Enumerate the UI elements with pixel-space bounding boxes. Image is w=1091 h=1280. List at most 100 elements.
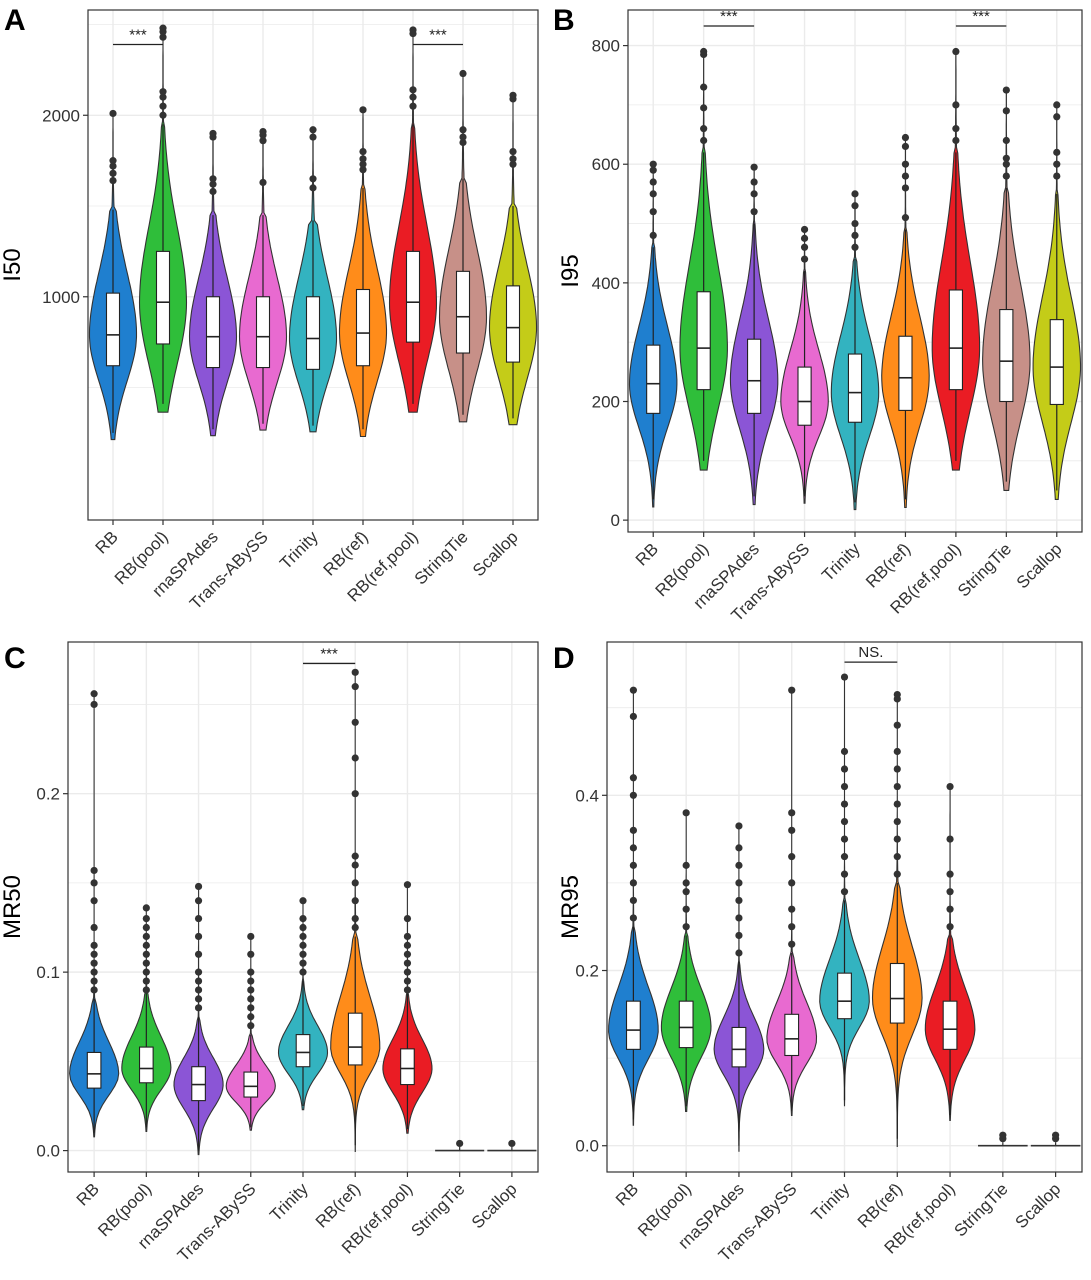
outlier-point [840,673,849,681]
outlier-point [682,905,690,913]
box-rb-ref [889,962,905,1024]
outlier-point [509,147,517,156]
x-tick-label-trinity: Trinity [276,527,322,573]
outlier-point [209,180,217,188]
outlier-point [1002,86,1010,94]
outlier-point [209,129,217,138]
significance-label: *** [320,645,338,662]
outlier-point [351,879,359,887]
outlier-point [851,190,859,198]
y-tick-label: 400 [592,274,620,293]
outlier-point [409,86,417,94]
outlier-point [682,809,690,817]
outlier-point [788,879,796,887]
outlier-point [901,172,910,180]
x-tick-label-stringtie: StringTie [411,527,472,588]
outlier-point [893,721,901,729]
outlier-point [142,923,150,932]
outlier-point [946,905,954,913]
panel-letter: C [4,642,26,675]
outlier-point [351,683,359,691]
outlier-point [142,904,150,912]
outlier-point [851,243,859,251]
box-trinity [847,353,863,423]
outlier-point [299,968,307,976]
outlier-point [629,861,637,869]
outlier-point [403,968,412,976]
box-rb-ref [347,1012,363,1066]
x-tick-label-rb: RB [632,539,662,569]
outlier-point [735,949,743,957]
box-scallop [505,285,521,363]
outlier-point [788,923,796,931]
outlier-point [840,747,849,756]
outlier-point [800,234,809,242]
outlier-point [90,941,98,949]
panel-b: B *** ***0200400600800I95RBRB(pool)rnaSPAd… [553,4,1083,625]
outlier-point [299,959,307,967]
outlier-point [194,897,203,905]
outlier-point [893,765,901,773]
y-tick-label: 0.4 [575,786,599,805]
outlier-point [159,88,167,96]
outlier-point [509,155,517,163]
y-axis-label: I50 [0,248,26,281]
outlier-point [735,844,743,852]
outlier-point [194,986,203,994]
outlier-point [1053,172,1061,180]
outlier-point [800,225,809,234]
outlier-point [750,190,758,198]
outlier-point [359,106,367,114]
outlier-point [840,853,849,861]
outlier-point [1053,160,1061,168]
outlier-point [893,782,901,791]
outlier-point [999,1131,1007,1139]
outlier-point [90,923,98,932]
outlier-point [247,995,255,1003]
box-trinity [295,1034,311,1068]
outlier-point [90,866,98,875]
outlier-point [159,111,167,119]
outlier-point [351,852,359,860]
box-rb [646,344,661,414]
outlier-point [893,800,901,808]
significance-label: NS. [858,644,883,661]
outlier-point [840,888,849,896]
outlier-point [309,184,317,192]
y-tick-label: 0.2 [575,962,599,981]
outlier-point [109,162,117,170]
outlier-point [901,184,910,192]
outlier-point [459,126,467,134]
box-rb-ref-pool [405,250,421,343]
outlier-point [142,968,150,976]
x-tick-label-trinity: Trinity [818,539,864,585]
box-rb-ref-pool [400,1048,415,1086]
outlier-point [901,142,910,151]
outlier-point [90,897,98,905]
outlier-point [359,155,367,163]
outlier-point [403,959,412,967]
outlier-point [194,932,203,941]
outlier-point [247,1004,255,1012]
outlier-point [403,941,412,949]
outlier-point [851,202,859,210]
outlier-point [142,941,150,949]
outlier-point [682,888,690,896]
outlier-point [788,940,796,948]
outlier-point [1002,154,1010,162]
significance-label: *** [129,26,147,43]
outlier-point [299,950,307,958]
outlier-point [351,790,359,798]
outlier-point [409,102,417,110]
outlier-point [90,879,98,887]
box-scallop [1049,319,1064,406]
y-tick-label: 1000 [42,288,80,307]
box-rb [105,292,121,367]
outlier-point [788,853,796,861]
outlier-point [299,941,307,949]
outlier-point [194,977,203,985]
x-tick-label-scallop: Scallop [469,527,522,580]
outlier-point [194,1004,203,1012]
outlier-point [142,959,150,967]
outlier-point [299,914,307,923]
